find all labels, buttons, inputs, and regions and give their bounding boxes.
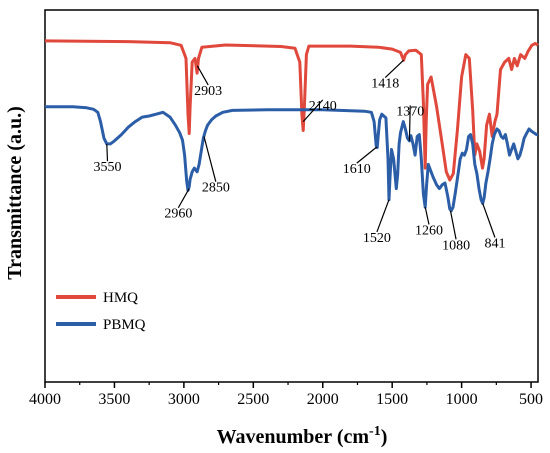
annotation-label: 1418 xyxy=(371,77,399,92)
annotation-label: 2850 xyxy=(202,181,230,196)
x-axis-title: Wavenumber (cm-1) xyxy=(217,424,388,448)
x-tick-label: 500 xyxy=(519,391,543,408)
annotation-leader xyxy=(356,146,378,164)
annotation-leader xyxy=(302,99,324,123)
x-tick-label: 4000 xyxy=(29,391,61,408)
annotation-label: 1080 xyxy=(442,238,470,253)
series-line-pbmq xyxy=(45,105,539,213)
annotation-leader xyxy=(482,203,496,238)
x-tick-label: 1000 xyxy=(446,391,478,408)
annotation-leader xyxy=(203,136,217,182)
annotation-label: 2140 xyxy=(309,99,337,114)
annotation-leader xyxy=(106,143,109,162)
series-layer xyxy=(44,39,539,213)
annotation-label: 1370 xyxy=(396,104,424,119)
annotation-leader xyxy=(376,199,390,233)
y-axis-title: Transmittance (a.u.) xyxy=(4,106,26,280)
annotation-leader xyxy=(177,188,190,209)
series-line-hmq xyxy=(44,39,539,182)
annotation-label: 2960 xyxy=(164,207,192,222)
x-tick-label: 3000 xyxy=(168,391,200,408)
annotation-leader xyxy=(196,65,209,86)
x-tick-label: 3500 xyxy=(98,391,130,408)
annotation-label: 841 xyxy=(484,237,505,252)
annotation-leader xyxy=(408,105,411,141)
x-tick-label: 2500 xyxy=(237,391,269,408)
annotation-label: 3550 xyxy=(93,160,121,175)
x-tick-label: 2000 xyxy=(307,391,339,408)
legend-label-hmq: HMQ xyxy=(103,290,138,306)
annotation-label: 1610 xyxy=(343,162,371,177)
plot-frame xyxy=(44,9,539,383)
x-tick-label: 1500 xyxy=(376,391,408,408)
annotation-label: 1520 xyxy=(363,231,391,246)
annotation-leader xyxy=(384,59,404,78)
plot-area xyxy=(44,9,539,383)
x-axis: 4000 3500 3000 2500 2000 1500 1000 500 xyxy=(29,382,543,408)
legend-label-pbmq: PBMQ xyxy=(103,317,146,333)
legend: HMQ PBMQ xyxy=(56,290,146,333)
annotation-label: 1260 xyxy=(415,223,443,238)
annotation-label: 2903 xyxy=(194,84,222,99)
annotation-layer: 2903 2140 1418 3550 2960 2850 1610 1520 1370 1260… xyxy=(93,59,505,253)
annotation-leader xyxy=(449,210,457,240)
annotation-leader xyxy=(424,207,430,225)
